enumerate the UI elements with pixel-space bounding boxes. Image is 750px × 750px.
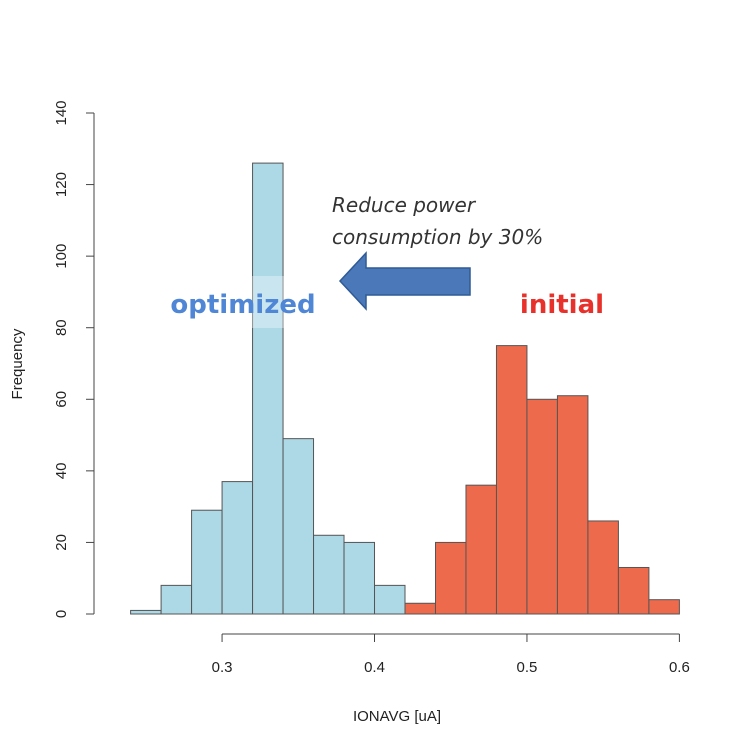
x-tick-label-0.4: 0.4 — [364, 659, 385, 676]
y-tick-label-20: 20 — [53, 534, 70, 551]
bar-initial-5 — [556, 395, 589, 615]
y-tick-label-100: 100 — [53, 244, 70, 269]
x-axis-title: IONAVG [uA] — [353, 708, 441, 725]
bar-optimized-1 — [160, 584, 193, 615]
initial-label: initial — [520, 290, 604, 320]
y-tick-label-60: 60 — [53, 391, 70, 408]
annotation-line-2: consumption by 30% — [332, 225, 543, 249]
bar-optimized-7 — [343, 541, 376, 615]
annotation-line-1: Reduce power — [332, 193, 477, 217]
optimized-label: optimized — [170, 290, 315, 320]
x-axis: 0.3 0.4 0.5 0.6 — [212, 633, 690, 676]
left-arrow-icon — [338, 251, 471, 311]
x-tick-label-0.6: 0.6 — [669, 659, 690, 676]
bar-optimized-0 — [130, 609, 162, 615]
y-axis-title: Frequency — [9, 328, 26, 399]
bar-initial-6 — [587, 520, 619, 615]
bar-initial-0 — [404, 602, 436, 615]
bar-optimized-4 — [252, 162, 284, 615]
bar-initial-2 — [465, 484, 497, 615]
bar-initial-7 — [617, 566, 650, 615]
y-tick-label-40: 40 — [53, 463, 70, 480]
bar-initial-1 — [434, 541, 467, 615]
x-tick-label-0.3: 0.3 — [212, 659, 233, 676]
optimized-label-highlight — [252, 276, 284, 328]
bar-optimized-5 — [282, 438, 315, 615]
x-tick-label-0.5: 0.5 — [517, 659, 538, 676]
bar-initial-8 — [648, 599, 680, 615]
histogram-bars — [130, 162, 680, 615]
y-axis: 0 20 40 60 80 100 120 140 — [53, 100, 95, 618]
bar-optimized-6 — [313, 534, 345, 615]
y-tick-label-0: 0 — [53, 610, 70, 618]
y-tick-label-80: 80 — [53, 319, 70, 336]
bar-optimized-2 — [191, 509, 223, 615]
y-tick-label-140: 140 — [53, 100, 70, 125]
bar-initial-4 — [526, 398, 558, 615]
bar-optimized-3 — [221, 481, 254, 615]
bar-initial-3 — [495, 345, 528, 615]
bar-optimized-8 — [374, 584, 406, 615]
y-tick-label-120: 120 — [53, 172, 70, 197]
